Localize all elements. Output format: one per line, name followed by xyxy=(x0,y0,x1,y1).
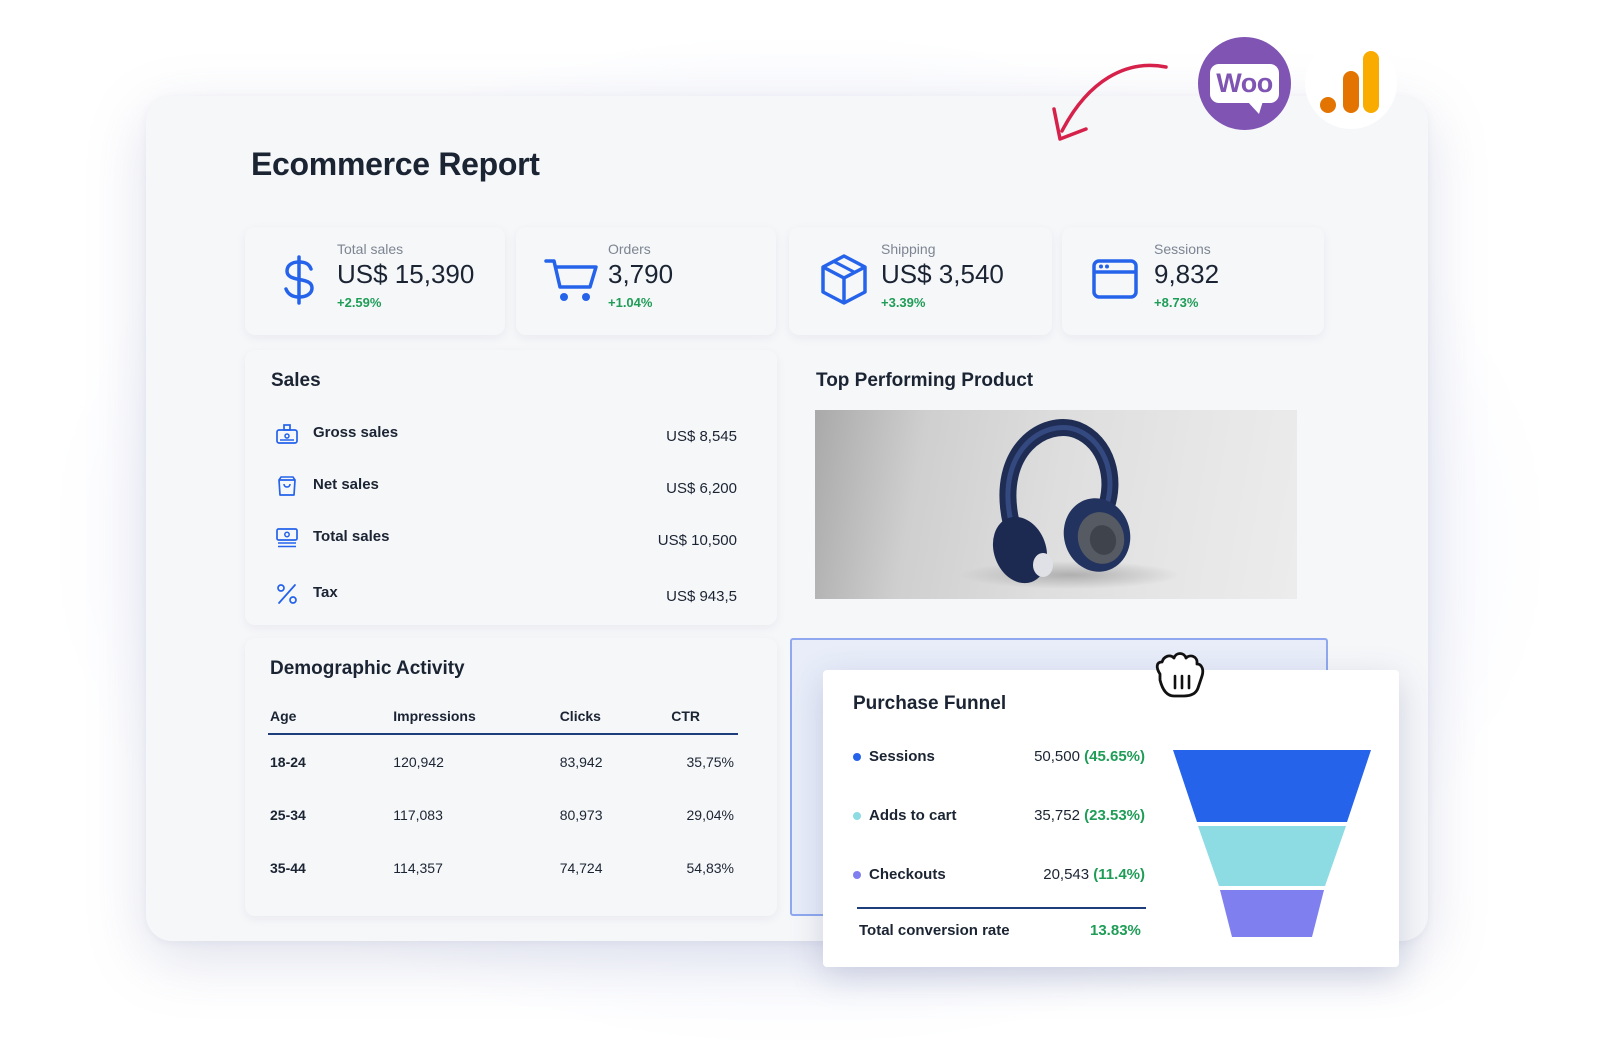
cell-age: 35-44 xyxy=(270,859,306,876)
legend-dot xyxy=(853,871,861,879)
funnel-stage-value: 50,500 (45.65%) xyxy=(1034,748,1145,765)
cell-impressions: 114,357 xyxy=(393,859,443,876)
google-analytics-icon xyxy=(1305,37,1397,129)
sales-row-value: US$ 943,5 xyxy=(666,588,737,605)
demographic-title: Demographic Activity xyxy=(270,658,465,679)
purchase-funnel-card[interactable]: Purchase Funnel Sessions 50,500 (45.65%)… xyxy=(823,670,1399,967)
funnel-chart xyxy=(1173,750,1371,937)
funnel-segment-sessions xyxy=(1173,750,1371,822)
funnel-stage-label: Adds to cart xyxy=(869,807,957,824)
cell-impressions: 120,942 xyxy=(393,753,444,770)
cell-ctr: 29,04% xyxy=(686,806,734,823)
sales-row-label: Gross sales xyxy=(313,424,399,441)
cell-age: 25-34 xyxy=(270,806,306,823)
kpi-card-sessions: Sessions 9,832 +8.73% xyxy=(1062,227,1324,335)
kpi-value: 3,790 xyxy=(608,259,674,289)
kpi-delta: +2.59% xyxy=(337,295,382,310)
kpi-card-orders: Orders 3,790 +1.04% xyxy=(516,227,776,335)
cell-impressions: 117,083 xyxy=(393,806,443,823)
dollar-icon xyxy=(284,255,314,305)
kpi-label: Total sales xyxy=(337,241,404,257)
sales-row: Tax US$ 943,5 xyxy=(275,580,737,610)
column-header-impressions: Impressions xyxy=(391,704,558,735)
table-row: 18-24 120,942 83,942 35,75% xyxy=(268,734,738,788)
funnel-stage-label: Sessions xyxy=(869,748,935,765)
table-row: 35-44 114,357 74,724 54,83% xyxy=(268,841,738,894)
total-conversion-label: Total conversion rate xyxy=(859,922,1010,939)
funnel-segment-adds-to-cart xyxy=(1198,826,1346,886)
sales-row-label: Total sales xyxy=(313,528,390,545)
table-row: 25-34 117,083 80,973 29,04% xyxy=(268,788,738,841)
sales-row: Gross sales US$ 8,545 xyxy=(275,420,737,450)
cell-ctr: 54,83% xyxy=(686,859,734,876)
demographic-table: Age Impressions Clicks CTR 18-24 120,942… xyxy=(268,704,738,894)
kpi-card-shipping: Shipping US$ 3,540 +3.39% xyxy=(789,227,1052,335)
sales-row: Total sales US$ 10,500 xyxy=(275,524,737,554)
kpi-label: Shipping xyxy=(881,241,936,257)
cell-ctr: 35,75% xyxy=(686,753,734,770)
column-header-age: Age xyxy=(268,704,392,735)
kpi-label: Orders xyxy=(608,241,651,257)
funnel-stage-value: 35,752 (23.53%) xyxy=(1034,807,1145,824)
sales-row: Net sales US$ 6,200 xyxy=(275,472,737,502)
legend-dot xyxy=(853,753,861,761)
funnel-stage-row: Sessions 50,500 (45.65%) xyxy=(853,745,1145,769)
headphones-icon xyxy=(960,419,1180,589)
total-conversion-value: 13.83% xyxy=(1090,922,1141,939)
funnel-segment-checkouts xyxy=(1220,890,1324,937)
sales-panel: Sales Gross sales US$ 8,545 Net sales US… xyxy=(245,350,777,625)
funnel-stage-value: 20,543 (11.4%) xyxy=(1043,866,1145,883)
bag-icon xyxy=(278,476,296,496)
curved-arrow-icon xyxy=(1052,63,1168,141)
box-icon xyxy=(821,254,867,305)
sales-row-value: US$ 8,545 xyxy=(666,428,737,445)
woocommerce-logo-text: Woo xyxy=(1216,68,1273,98)
kpi-value: US$ 3,540 xyxy=(881,259,1004,289)
table-header-row: Age Impressions Clicks CTR xyxy=(268,704,738,735)
woocommerce-logo: Woo xyxy=(1198,37,1291,130)
legend-dot xyxy=(853,812,861,820)
kpi-label: Sessions xyxy=(1154,241,1211,257)
sales-row-value: US$ 6,200 xyxy=(666,480,737,497)
sales-title: Sales xyxy=(271,370,321,391)
funnel-title: Purchase Funnel xyxy=(853,693,1007,714)
funnel-divider xyxy=(857,907,1146,909)
cell-clicks: 83,942 xyxy=(559,753,603,770)
funnel-stage-row: Checkouts 20,543 (11.4%) xyxy=(853,863,1145,887)
cell-clicks: 80,973 xyxy=(559,806,603,823)
column-header-clicks: Clicks xyxy=(557,704,670,735)
sales-row-value: US$ 10,500 xyxy=(657,532,737,549)
cart-icon xyxy=(544,259,598,301)
sales-row-label: Tax xyxy=(313,584,338,601)
demographic-panel xyxy=(245,638,777,916)
funnel-stage-label: Checkouts xyxy=(869,866,946,883)
cell-age: 18-24 xyxy=(270,753,306,770)
page-title: Ecommerce Report xyxy=(251,146,540,182)
funnel-stage-row: Adds to cart 35,752 (23.53%) xyxy=(853,804,1145,828)
column-header-ctr: CTR xyxy=(669,704,738,735)
kpi-delta: +1.04% xyxy=(608,295,653,310)
kpi-delta: +3.39% xyxy=(881,295,926,310)
register-icon xyxy=(276,424,298,444)
top-product-title: Top Performing Product xyxy=(816,370,1034,391)
cash-stack-icon xyxy=(276,528,298,548)
browser-window-icon xyxy=(1092,259,1138,299)
percent-icon xyxy=(277,584,297,604)
product-image xyxy=(815,410,1297,599)
kpi-delta: +8.73% xyxy=(1154,295,1199,310)
kpi-value: 9,832 xyxy=(1154,259,1220,289)
kpi-card-total-sales: Total sales US$ 15,390 +2.59% xyxy=(245,227,505,335)
kpi-value: US$ 15,390 xyxy=(337,259,475,289)
grab-cursor-icon xyxy=(1155,652,1205,698)
cell-clicks: 74,724 xyxy=(559,859,603,876)
sales-row-label: Net sales xyxy=(313,476,379,493)
